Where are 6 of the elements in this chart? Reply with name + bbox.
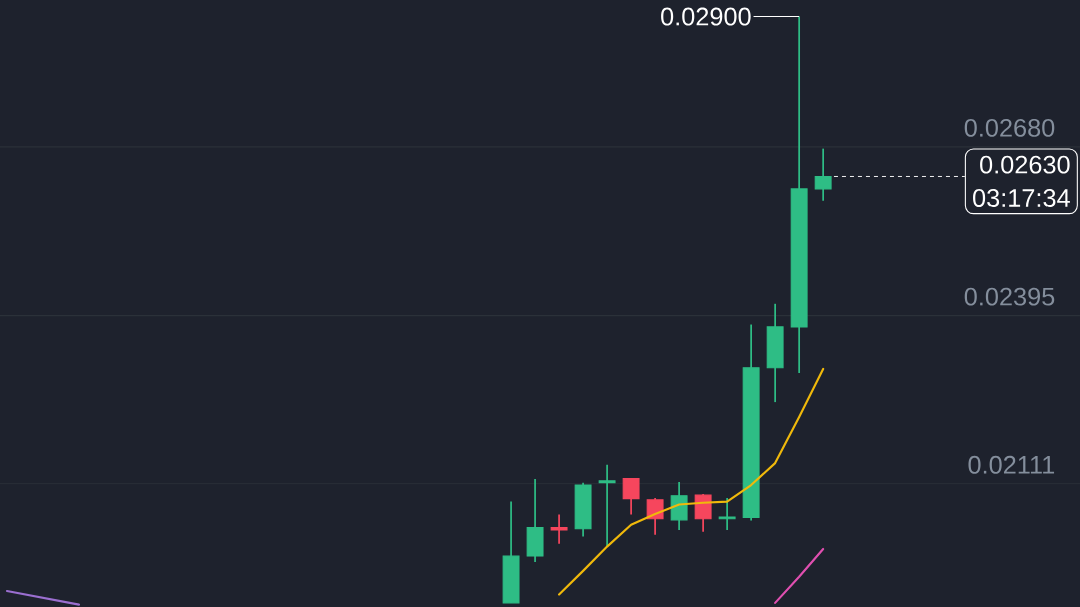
annotation: 03:17:34 xyxy=(973,189,1070,207)
y-tick-label: 0.02395 xyxy=(964,287,1055,306)
y-tick-label: 0.02111 xyxy=(968,455,1055,474)
ref-line-label: 0.02630 xyxy=(980,155,1070,174)
y-tick-label: 0.02680 xyxy=(964,118,1055,137)
annotation: 0.02900 xyxy=(661,7,751,26)
